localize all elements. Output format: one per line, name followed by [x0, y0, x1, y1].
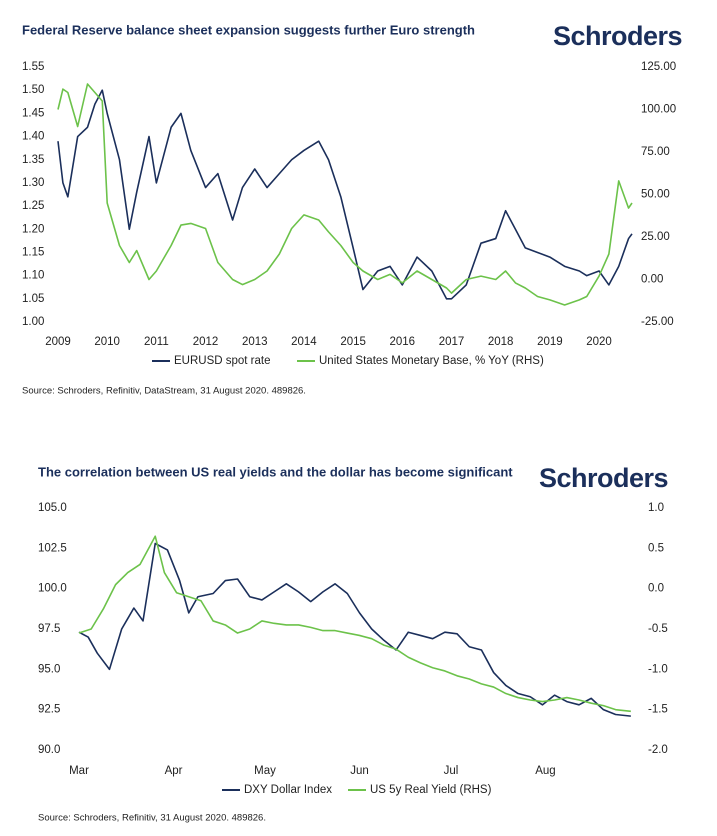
y2-tick-label: 50.00 — [641, 189, 670, 201]
x-tick-label: 2014 — [291, 336, 317, 348]
x-tick-label: 2011 — [144, 336, 169, 348]
source-note: Source: Schroders, Refinitiv, 31 August … — [38, 813, 266, 824]
x-tick-label: 2018 — [488, 336, 514, 348]
x-tick-label: May — [254, 765, 276, 777]
source-note: Source: Schroders, Refinitiv, DataStream… — [22, 386, 306, 397]
x-tick-label: Mar — [69, 765, 89, 777]
y-tick-label: 1.40 — [22, 131, 44, 143]
x-tick-label: 2012 — [193, 336, 219, 348]
y-tick-label: 1.15 — [22, 246, 44, 258]
series-line — [57, 89, 633, 300]
logo: Schroders — [539, 463, 668, 493]
x-tick-label: Aug — [535, 765, 555, 777]
x-tick-label: 2017 — [439, 336, 465, 348]
x-tick-label: 2013 — [242, 336, 268, 348]
y2-tick-label: -1.0 — [648, 663, 668, 675]
y-tick-label: 97.5 — [38, 623, 60, 635]
chart-title: Federal Reserve balance sheet expansion … — [22, 22, 475, 37]
x-tick-label: 2009 — [45, 336, 71, 348]
x-tick-label: 2019 — [537, 336, 563, 348]
y2-tick-label: 75.00 — [641, 146, 670, 158]
x-tick-label: Apr — [165, 765, 183, 777]
y-tick-label: 102.5 — [38, 542, 67, 554]
y-tick-label: 1.25 — [22, 200, 44, 212]
y-tick-label: 1.45 — [22, 107, 44, 119]
series-line — [57, 83, 633, 306]
y-tick-label: 1.35 — [22, 154, 44, 166]
y2-tick-label: 25.00 — [641, 231, 670, 243]
y-tick-label: 1.50 — [22, 84, 44, 96]
series-line — [78, 535, 631, 713]
y2-tick-label: 100.00 — [641, 104, 676, 116]
y2-tick-label: 125.00 — [641, 61, 676, 73]
y-tick-label: 95.0 — [38, 663, 60, 675]
y2-tick-label: 0.0 — [648, 583, 664, 595]
y2-tick-label: 0.00 — [641, 274, 663, 286]
legend-label: United States Monetary Base, % YoY (RHS) — [319, 355, 544, 367]
legend-label: DXY Dollar Index — [244, 784, 332, 796]
series-line — [78, 542, 631, 717]
x-tick-label: 2015 — [340, 336, 366, 348]
y2-tick-label: -2.0 — [648, 744, 668, 756]
y-tick-label: 92.5 — [38, 704, 60, 716]
y2-tick-label: 0.5 — [648, 542, 664, 554]
legend-label: US 5y Real Yield (RHS) — [370, 784, 492, 796]
y2-tick-label: -1.5 — [648, 704, 668, 716]
chart-title: The correlation between US real yields a… — [38, 464, 513, 479]
y-tick-label: 90.0 — [38, 744, 60, 756]
y-tick-label: 1.05 — [22, 293, 44, 305]
y2-tick-label: 1.0 — [648, 502, 664, 514]
y-tick-label: 100.0 — [38, 583, 67, 595]
y-tick-label: 1.55 — [22, 61, 44, 73]
y-tick-label: 1.20 — [22, 223, 44, 235]
x-tick-label: Jul — [444, 765, 459, 777]
y2-tick-label: -25.00 — [641, 316, 674, 328]
x-tick-label: Jun — [350, 765, 369, 777]
y-tick-label: 1.30 — [22, 177, 44, 189]
y-tick-label: 1.10 — [22, 270, 44, 282]
y-tick-label: 1.00 — [22, 316, 44, 328]
logo: Schroders — [553, 21, 682, 51]
y2-tick-label: -0.5 — [648, 623, 668, 635]
x-tick-label: 2010 — [94, 336, 120, 348]
legend-label: EURUSD spot rate — [174, 355, 271, 367]
y-tick-label: 105.0 — [38, 502, 67, 514]
x-tick-label: 2016 — [390, 336, 416, 348]
x-tick-label: 2020 — [586, 336, 612, 348]
